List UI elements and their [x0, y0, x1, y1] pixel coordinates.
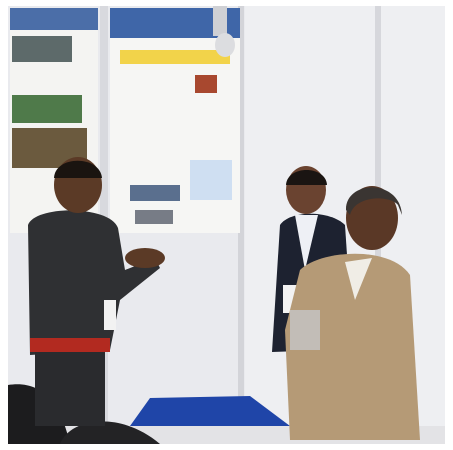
person-trousers — [35, 352, 105, 426]
poster-photo — [12, 36, 72, 62]
person-jacket — [28, 210, 160, 355]
poster-figure — [130, 185, 180, 201]
carpet — [130, 396, 290, 426]
person-hair — [286, 170, 327, 185]
poster-header — [10, 8, 98, 30]
spotlight — [213, 6, 227, 36]
person-hair — [54, 160, 102, 178]
person-stripe — [30, 338, 110, 352]
person-hair — [345, 187, 402, 215]
poster-table — [190, 160, 232, 200]
person-shirt — [295, 215, 318, 270]
chair — [60, 421, 160, 444]
wall-pole — [238, 6, 244, 406]
person-shirt — [345, 258, 372, 300]
poster-photo — [12, 95, 82, 123]
folder — [290, 310, 320, 350]
spotlight — [215, 33, 235, 57]
poster-figure — [195, 75, 217, 93]
poster-figure — [135, 210, 173, 224]
person-hands — [125, 248, 165, 268]
person-suit — [285, 253, 420, 440]
poster-title-band — [120, 50, 230, 64]
badge — [104, 300, 116, 330]
